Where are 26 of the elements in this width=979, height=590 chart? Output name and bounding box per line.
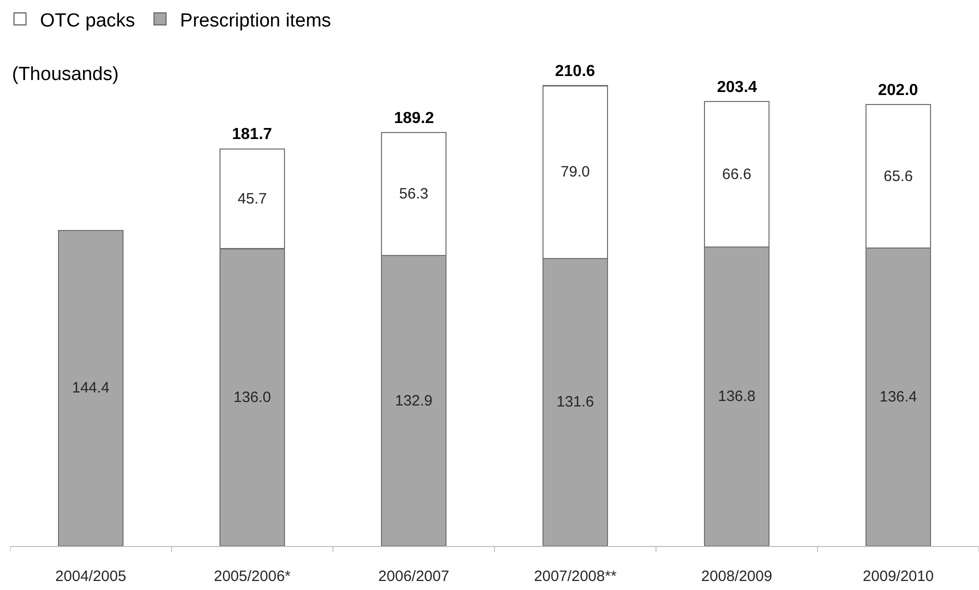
data-label: 56.3	[399, 186, 428, 203]
x-tick-label: 2009/2010	[862, 568, 934, 585]
data-label: 131.6	[556, 394, 594, 411]
total-label: 203.4	[717, 79, 758, 96]
total-label: 210.6	[555, 63, 596, 80]
data-label: 132.9	[394, 392, 433, 410]
data-label: 66.6	[722, 166, 752, 183]
data-label: 136.4	[879, 388, 918, 406]
x-tick-label: 2008/2009	[701, 568, 772, 585]
x-tick-label: 2007/2008**	[534, 568, 617, 585]
data-label: 79.0	[560, 164, 590, 181]
bar	[58, 230, 124, 546]
data-label: 45.7	[238, 190, 267, 208]
legend-label: Prescription items	[180, 10, 332, 32]
x-tick-label: 2005/2006*	[214, 568, 291, 585]
y-axis-title: (Thousands)	[12, 64, 119, 85]
data-label: 136.8	[718, 388, 756, 406]
total-label: 189.2	[394, 110, 434, 127]
x-tick-label: 2004/2005	[55, 568, 126, 585]
data-label: 65.6	[884, 168, 913, 185]
x-tick-label: 2006/2007	[378, 568, 450, 585]
total-label: 202.0	[878, 82, 918, 99]
total-label: 181.7	[232, 126, 272, 143]
data-label: 136.0	[233, 388, 272, 406]
data-label: 144.4	[72, 380, 110, 397]
legend-label: OTC packs	[40, 10, 136, 32]
